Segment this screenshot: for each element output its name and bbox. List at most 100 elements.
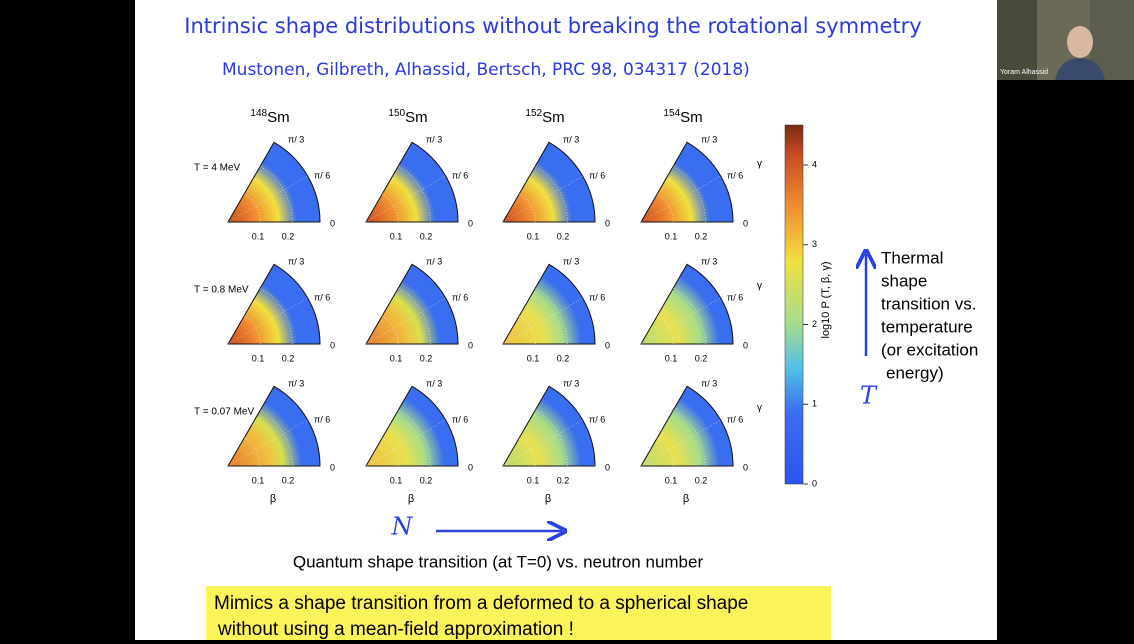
shape-wedge: [640, 141, 734, 223]
beta-tick: 0.1: [665, 353, 678, 363]
dotted-ray: [365, 419, 446, 467]
highlight-line: Mimics a shape transition from a deforme…: [214, 593, 748, 614]
dotted-arc: [673, 409, 706, 467]
dotted-arc: [260, 165, 293, 223]
gamma-tick: 0: [743, 462, 748, 472]
dotted-arc: [656, 315, 674, 345]
mass-number: 154: [663, 108, 680, 119]
colorbar-tick-label: 4: [812, 159, 817, 169]
mass-number: 148: [250, 108, 267, 119]
dotted-arc: [260, 409, 293, 467]
dotted-ray: [365, 175, 446, 223]
colorbar-tick-label: 0: [812, 478, 817, 488]
gamma-tick: π/ 3: [701, 256, 717, 266]
dotted-arc: [381, 437, 399, 467]
shape-wedge: [227, 263, 321, 345]
gamma-tick: 0: [468, 218, 473, 228]
side-note: transition vs.: [881, 294, 976, 313]
dotted-arc: [535, 287, 568, 345]
dotted-ray: [227, 419, 308, 467]
element: Sm: [542, 109, 565, 126]
gamma-tick: π/ 6: [314, 170, 330, 180]
dotted-arc: [518, 437, 536, 467]
beta-tick: 0.2: [557, 353, 570, 363]
gamma-tick: π/ 6: [589, 170, 605, 180]
beta-tick: 0.2: [695, 353, 708, 363]
shape-wedge: [365, 141, 459, 223]
gamma-tick: 0: [605, 340, 610, 350]
beta-tick: 0.2: [420, 475, 433, 485]
colorbar-tick-label: 1: [812, 399, 817, 409]
dotted-arc: [243, 437, 261, 467]
beta-tick: 0.2: [420, 231, 433, 241]
side-note: temperature: [881, 317, 973, 336]
gamma-tick: π/ 3: [563, 378, 579, 388]
video-face: [1067, 26, 1093, 58]
shape-wedge: [365, 263, 459, 345]
dotted-ray: [502, 175, 583, 223]
dotted-arc: [673, 165, 706, 223]
dotted-arc: [518, 315, 536, 345]
shape-wedge: [227, 385, 321, 467]
beta-tick: 0.1: [527, 353, 540, 363]
element: Sm: [680, 109, 703, 126]
shape-wedge: [640, 263, 734, 345]
beta-tick: 0.1: [527, 231, 540, 241]
gamma-tick: 0: [330, 340, 335, 350]
gamma-tick: 0: [468, 340, 473, 350]
video-name: Yoram Alhassid: [1000, 69, 1048, 76]
beta-label: β: [270, 493, 276, 505]
beta-tick: 0.2: [557, 231, 570, 241]
gamma-tick: π/ 3: [288, 134, 304, 144]
row-label: T = 4 MeV: [194, 163, 241, 174]
colorbar-tick-label: 3: [812, 239, 817, 249]
mass-number: 152: [525, 108, 542, 119]
dotted-arc: [518, 193, 536, 223]
column-header: 152Sm: [525, 108, 564, 126]
dotted-arc: [398, 287, 431, 345]
t-symbol: T: [860, 382, 878, 410]
gamma-tick: π/ 6: [452, 170, 468, 180]
dotted-ray: [502, 419, 583, 467]
shape-wedge: [640, 385, 734, 467]
highlight-box: [206, 586, 831, 640]
gamma-tick: π/ 6: [589, 292, 605, 302]
gamma-tick: 0: [468, 462, 473, 472]
dotted-arc: [243, 193, 261, 223]
beta-tick: 0.1: [252, 475, 265, 485]
beta-tick: 0.1: [390, 231, 403, 241]
gamma-tick: 0: [330, 462, 335, 472]
side-note: shape: [881, 271, 927, 290]
side-note: (or excitation: [881, 340, 978, 359]
gamma-tick: 0: [330, 218, 335, 228]
shape-wedge: [502, 263, 596, 345]
gamma-tick: π/ 3: [426, 378, 442, 388]
gamma-tick: π/ 3: [426, 256, 442, 266]
dotted-arc: [398, 165, 431, 223]
gamma-tick: π/ 6: [452, 292, 468, 302]
video-building: [997, 0, 1037, 80]
beta-tick: 0.2: [557, 475, 570, 485]
dotted-arc: [398, 409, 431, 467]
dotted-arc: [656, 437, 674, 467]
element: Sm: [405, 109, 428, 126]
gamma-tick: 0: [743, 340, 748, 350]
side-note: energy): [886, 363, 944, 382]
beta-tick: 0.1: [252, 353, 265, 363]
gamma-tick: π/ 6: [727, 170, 743, 180]
mass-number: 150: [388, 108, 405, 119]
beta-tick: 0.2: [282, 231, 295, 241]
dotted-arc: [535, 409, 568, 467]
gamma-tick: π/ 6: [727, 414, 743, 424]
gamma-label: γ: [757, 159, 762, 170]
shape-wedge: [502, 141, 596, 223]
gamma-label: γ: [757, 403, 762, 414]
beta-tick: 0.2: [282, 353, 295, 363]
row-label: T = 0.07 MeV: [194, 407, 254, 418]
dotted-ray: [640, 419, 721, 467]
beta-label: β: [545, 493, 551, 505]
dotted-ray: [227, 297, 308, 345]
dotted-ray: [365, 297, 446, 345]
shape-wedge: [365, 385, 459, 467]
